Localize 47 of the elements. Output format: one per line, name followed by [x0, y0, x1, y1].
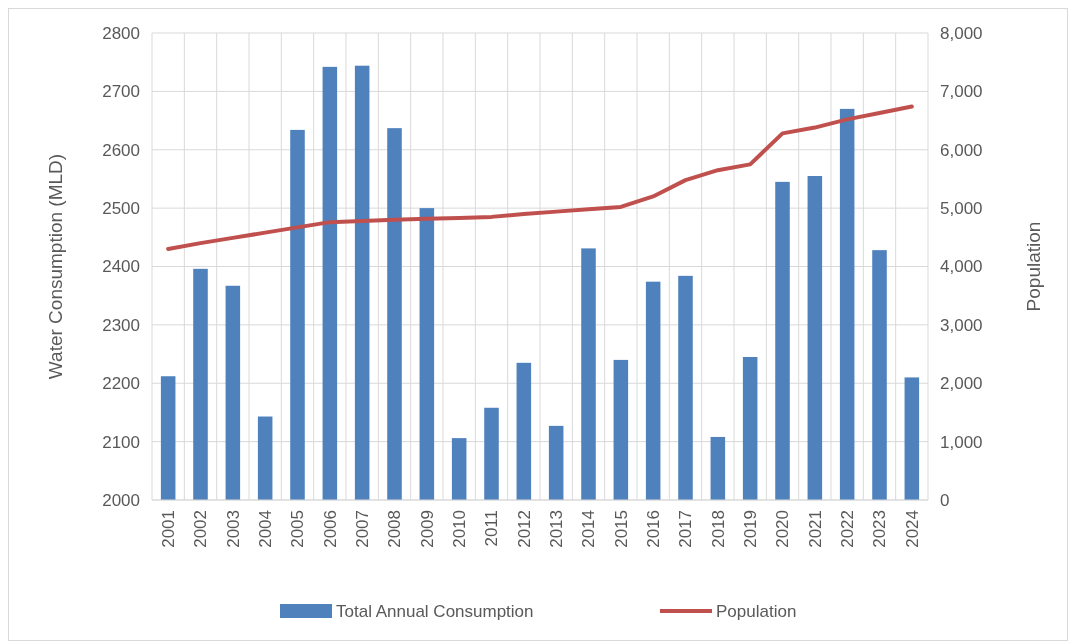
x-tick-label: 2018 [708, 510, 728, 548]
y-tick-label: 2000 [102, 490, 140, 510]
x-tick-label: 2022 [838, 510, 858, 548]
y2-tick-label: 8,000 [940, 23, 983, 43]
x-tick-label: 2007 [353, 510, 373, 548]
x-tick-label: 2012 [514, 510, 534, 548]
x-tick-label: 2003 [223, 510, 243, 548]
y-tick-label: 2100 [102, 432, 140, 452]
legend-label: Population [716, 601, 797, 621]
y-tick-label: 2400 [102, 257, 140, 277]
y-tick-label: 2500 [102, 199, 140, 219]
x-tick-label: 2009 [417, 510, 437, 548]
y2-axis-title: Population [1023, 221, 1044, 312]
x-tick-label: 2021 [805, 510, 825, 548]
y-tick-label: 2700 [102, 82, 140, 102]
y2-tick-label: 0 [940, 490, 950, 510]
x-tick-label: 2016 [644, 510, 664, 548]
y-tick-label: 2600 [102, 140, 140, 160]
x-tick-label: 2010 [450, 510, 470, 548]
x-tick-label: 2008 [385, 510, 405, 548]
y2-tick-label: 7,000 [940, 82, 983, 102]
x-tick-label: 2001 [159, 510, 179, 548]
x-tick-label: 2014 [579, 510, 599, 548]
x-tick-label: 2024 [902, 510, 922, 548]
y-tick-label: 2200 [102, 374, 140, 394]
y2-tick-label: 6,000 [940, 140, 983, 160]
x-tick-label: 2002 [191, 510, 211, 548]
x-tick-label: 2017 [676, 510, 696, 548]
x-tick-label: 2011 [482, 510, 502, 547]
x-tick-label: 2005 [288, 510, 308, 548]
x-tick-label: 2013 [547, 510, 567, 548]
y2-tick-label: 4,000 [940, 257, 983, 277]
y2-tick-label: 3,000 [940, 315, 983, 335]
legend-label: Total Annual Consumption [336, 601, 534, 621]
line-series [166, 104, 914, 251]
x-tick-label: 2015 [611, 510, 631, 548]
x-tick-label: 2004 [256, 510, 276, 548]
y2-tick-label: 5,000 [940, 199, 983, 219]
y2-tick-label: 1,000 [940, 432, 983, 452]
x-tick-label: 2020 [773, 510, 793, 548]
x-tick-label: 2023 [870, 510, 890, 548]
y-tick-label: 2300 [102, 315, 140, 335]
y2-tick-label: 2,000 [940, 374, 983, 394]
y-tick-label: 2800 [102, 23, 140, 43]
x-tick-label: 2006 [320, 510, 340, 548]
x-tick-label: 2019 [741, 510, 761, 548]
y-axis-title: Water Consumption (MLD) [45, 153, 66, 380]
